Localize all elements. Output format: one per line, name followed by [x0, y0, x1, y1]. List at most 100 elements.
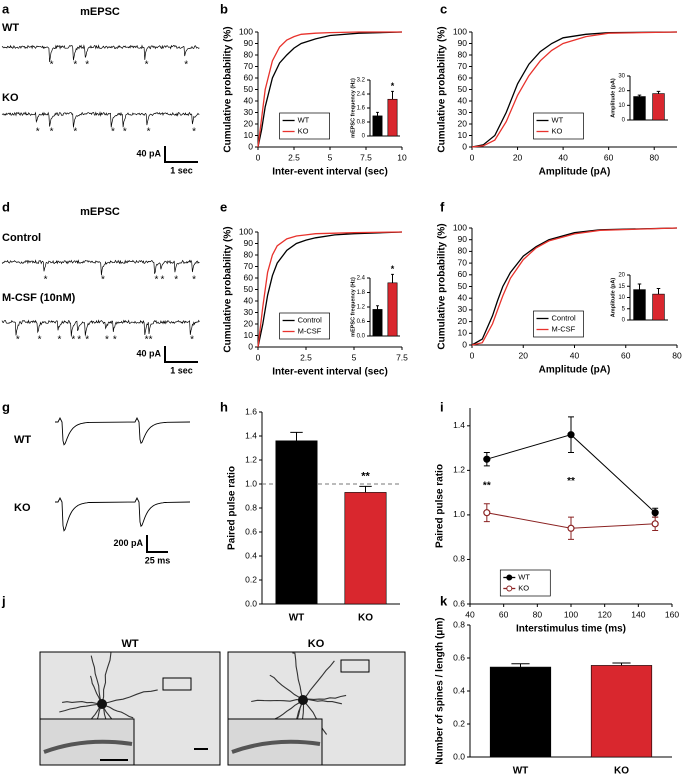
dendrite: [62, 701, 103, 705]
x-tick-label: 80: [672, 350, 682, 360]
y-axis-label: mEPSC frequency (Hz): [350, 277, 356, 337]
x-tick-label: 40: [558, 152, 568, 162]
legend-marker: [506, 574, 513, 581]
panel-label: j: [1, 593, 6, 608]
data-point: [651, 509, 659, 517]
event-marker: *: [123, 127, 127, 138]
y-tick-label: 1.8: [357, 290, 366, 296]
event-marker: *: [147, 127, 151, 138]
series-line: [257, 231, 403, 348]
y-tick-label: 1.0: [453, 509, 465, 519]
y-tick-label: 90: [244, 38, 254, 48]
x-tick-label: 0: [256, 352, 261, 362]
scale-y-label: 40 pA: [136, 148, 161, 158]
trace: [1, 111, 200, 128]
y-tick-label: 1.2: [245, 454, 257, 464]
y-axis-label: Number of spines / length (μm): [435, 617, 446, 764]
data-point: [651, 520, 659, 528]
y-tick-label: 0.4: [245, 550, 257, 560]
y-tick-label: 0.6: [453, 598, 465, 608]
legend-label: Control: [298, 315, 323, 324]
error-bar: [511, 663, 530, 668]
event-marker: *: [184, 60, 188, 71]
legend-label: WT: [298, 115, 310, 124]
x-tick-label: 5: [328, 152, 333, 162]
panel-label: h: [220, 399, 228, 414]
y-tick-label: 0: [462, 339, 467, 349]
x-tick-label: 5: [352, 352, 357, 362]
series-line: [257, 31, 402, 148]
x-tick-label: 160: [665, 609, 679, 619]
bar: [489, 666, 552, 758]
error-bar: [391, 90, 394, 100]
event-marker: *: [145, 335, 149, 346]
y-tick-label: 0: [248, 341, 253, 351]
x-tick-label: 7.5: [396, 352, 408, 362]
panel-label: b: [220, 1, 228, 16]
y-tick-label: 100: [239, 26, 253, 36]
event-marker: *: [174, 275, 178, 286]
y-tick-label: 30: [458, 107, 468, 117]
y-tick-label: 20: [458, 316, 468, 326]
error-bar: [376, 111, 379, 116]
y-tick-label: 1.4: [245, 430, 257, 440]
x-tick-label: 2.5: [288, 152, 300, 162]
x-tick-label: 100: [564, 609, 578, 619]
zoom-box: [340, 659, 370, 673]
scale-y-label: 200 pA: [113, 538, 143, 548]
legend-label: Control: [552, 313, 577, 322]
y-tick-label: 0: [248, 141, 253, 151]
y-tick-label: 90: [244, 238, 254, 248]
event-marker: *: [16, 335, 20, 346]
y-tick-label: 15: [618, 284, 625, 290]
data-point: [483, 455, 491, 463]
y-tick-label: 60: [458, 72, 468, 82]
y-tick-label: 30: [618, 74, 625, 80]
legend-box: [533, 310, 584, 338]
trace: [1, 44, 200, 62]
bar: [633, 289, 646, 321]
scale-x-label: 1 sec: [170, 365, 193, 375]
y-tick-label: 70: [244, 261, 254, 271]
trace: [55, 416, 191, 446]
y-tick-label: 80: [458, 49, 468, 59]
y-tick-label: 70: [458, 257, 468, 267]
y-axis-label: mEPSC frequency (Hz): [350, 78, 356, 138]
dendrite: [302, 660, 335, 701]
y-axis-label: Cumulative probability (%): [437, 223, 448, 349]
y-tick-label: 20: [618, 88, 625, 94]
event-marker: *: [38, 335, 42, 346]
dendrite: [270, 699, 304, 723]
y-tick-label: 60: [244, 72, 254, 82]
event-marker: *: [192, 275, 196, 286]
dendrite: [302, 694, 347, 701]
event-marker: *: [85, 335, 89, 346]
error-bar: [637, 94, 642, 97]
data-point: [483, 509, 491, 517]
row-label: WT: [14, 434, 31, 446]
bar: [652, 93, 665, 121]
zoom-box: [162, 677, 192, 691]
panel-label: f: [440, 199, 445, 214]
y-tick-label: 30: [244, 307, 254, 317]
event-marker: *: [50, 60, 54, 71]
error-bar: [656, 90, 661, 94]
event-marker: *: [160, 275, 164, 286]
y-tick-label: 0.8: [453, 554, 465, 564]
trace: [1, 319, 200, 337]
zoomed-dendrite: [43, 739, 133, 754]
x-tick-label: 140: [631, 609, 645, 619]
y-tick-label: 10: [244, 130, 254, 140]
soma: [298, 695, 308, 705]
series-line: [471, 227, 678, 346]
series-line: [471, 31, 678, 148]
panel-label: d: [2, 199, 10, 214]
image-title: WT: [121, 638, 138, 650]
y-tick-label: 90: [458, 38, 468, 48]
y-tick-label: 3.2: [357, 78, 366, 84]
y-tick-label: 90: [458, 234, 468, 244]
legend-box: [279, 312, 330, 340]
y-tick-label: 20: [458, 118, 468, 128]
y-tick-label: 1.2: [453, 465, 465, 475]
